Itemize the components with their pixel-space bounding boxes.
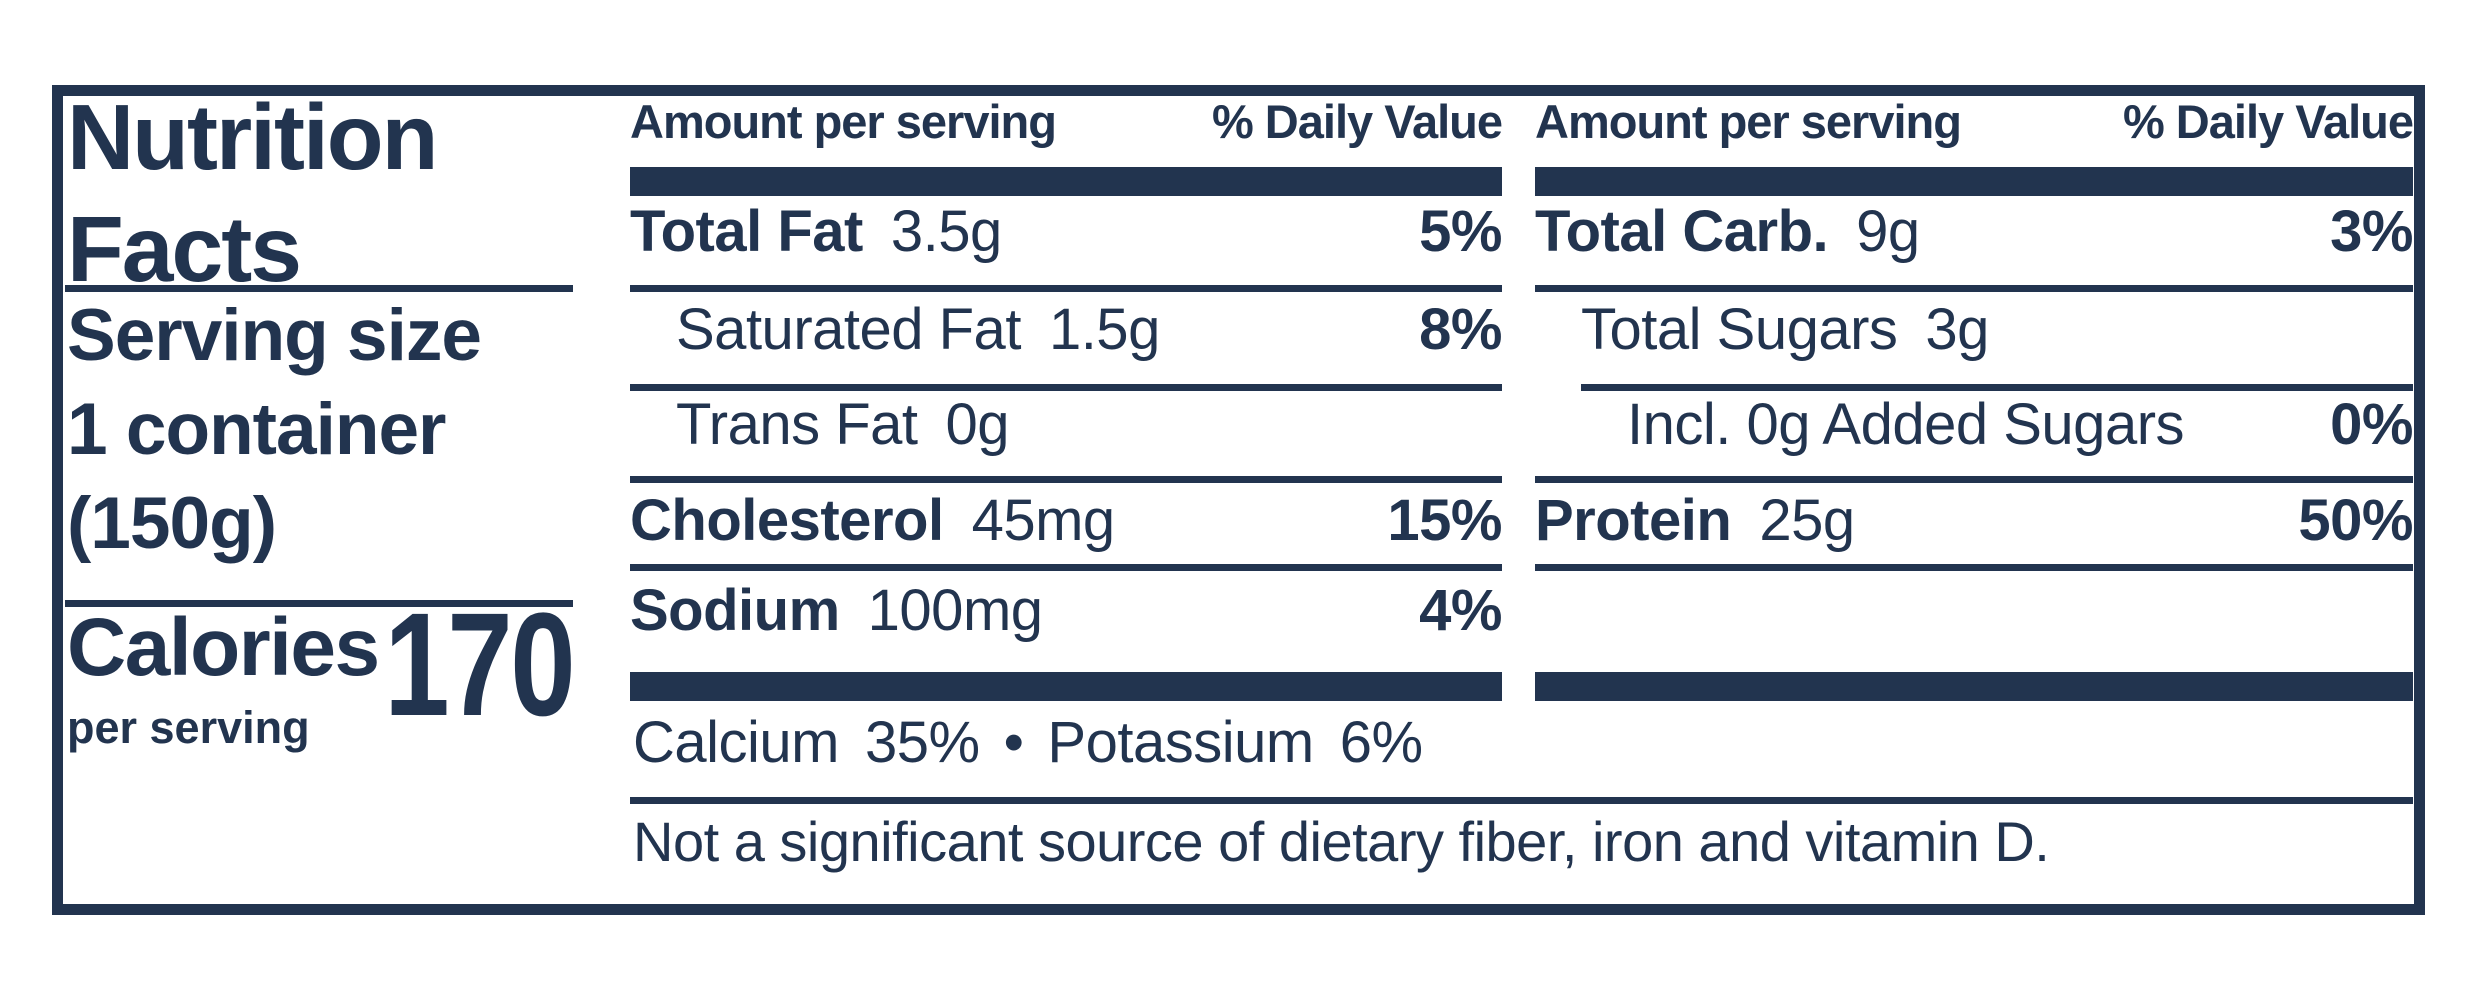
nutrient-daily-value: 0% [2330,392,2413,457]
nutrient-amount: 100mg [867,578,1043,643]
nutrient-name: Total Sugars [1581,297,1898,362]
serving-size-label: Serving size [67,295,482,376]
nutrient-row-cholesterol: Cholesterol 45mg 15% [630,492,1502,550]
section-bar [1535,672,2413,701]
nutrient-daily-value: 5% [1419,199,1502,264]
nutrient-row-protein: Protein 25g 50% [1535,492,2413,550]
footnote-text: Not a significant source of dietary fibe… [633,810,2050,873]
nutrient-amount: 25g [1759,488,1855,553]
nutrient-row-total-sugars: Total Sugars 3g [1535,301,2413,359]
potassium-value: 6% [1339,710,1423,775]
nutrient-daily-value: 3% [2330,199,2413,264]
nutrient-amount: 45mg [971,488,1116,553]
section-bar [630,167,1502,196]
potassium-name: Potassium [1047,710,1314,775]
serving-size-quantity: 1 container [67,389,446,470]
daily-value-header: % Daily Value [2122,95,2414,148]
divider [630,564,1502,571]
divider [630,476,1502,483]
nutrient-row-trans-fat: Trans Fat 0g [630,396,1502,454]
serving-size-weight: (150g) [67,483,277,564]
nutrient-amount: 3.5g [890,199,1002,264]
column-1-header: Amount per serving % Daily Value [630,95,1503,148]
daily-value-header: % Daily Value [1211,95,1503,148]
nutrient-daily-value: 8% [1419,297,1502,362]
nutrient-daily-value: 15% [1387,488,1502,553]
nutrient-amount: 9g [1856,199,1920,264]
nutrient-name: Incl. 0g Added Sugars [1627,392,2185,457]
calcium-name: Calcium [633,710,840,775]
bullet-separator: • [1003,710,1024,775]
divider [1535,476,2413,483]
divider [630,285,1502,292]
section-bar [630,672,1502,701]
nutrient-name: Total Fat [630,199,863,264]
column-2-header: Amount per serving % Daily Value [1535,95,2414,148]
section-bar [1535,167,2413,196]
divider [1535,564,2413,571]
nutrient-daily-value: 50% [2298,488,2413,553]
divider-above-footnote [630,797,2413,804]
nutrient-row-total-fat: Total Fat 3.5g 5% [630,203,1502,261]
divider-indented [1581,384,2413,391]
nutrient-name: Total Carb. [1535,199,1829,264]
nutrient-daily-value: 4% [1419,578,1502,643]
divider [1535,285,2413,292]
label-border-panel: Nutrition Facts Serving size 1 container… [52,85,2425,915]
nutrient-name: Protein [1535,488,1732,553]
divider-under-serving [65,600,573,607]
nutrient-amount: 3g [1925,297,1989,362]
nutrient-amount: 1.5g [1048,297,1160,362]
calcium-value: 35% [865,710,980,775]
nutrient-name: Sodium [630,578,840,643]
calories-value: 170 [383,583,575,747]
nutrient-name: Trans Fat [676,392,918,457]
nutrient-row-saturated-fat: Saturated Fat 1.5g 8% [630,301,1502,359]
serving-size-block: Serving size 1 container (150g) [67,289,482,571]
calories-label: Calories [67,602,380,693]
calories-sublabel: per serving [67,702,310,753]
title-line-2: Facts [67,197,302,301]
divider [630,384,1502,391]
nutrient-row-added-sugars: Incl. 0g Added Sugars 0% [1535,396,2413,454]
nutrient-name: Saturated Fat [676,297,1021,362]
title-line-1: Nutrition [67,85,438,189]
nutrient-column-2: Amount per serving % Daily Value Total C… [1535,95,2414,904]
minerals-row: Calcium 35% • Potassium 6% [633,714,1423,772]
nutrient-amount: 0g [945,392,1010,457]
nutrient-row-total-carb: Total Carb. 9g 3% [1535,203,2413,261]
amount-per-serving-header: Amount per serving [1535,95,1962,148]
info-column: Nutrition Facts Serving size 1 container… [65,85,575,904]
nutrition-facts-title: Nutrition Facts [67,81,438,305]
amount-per-serving-header: Amount per serving [630,95,1057,148]
divider-under-title [65,285,573,292]
nutrient-name: Cholesterol [630,488,944,553]
nutrient-row-sodium: Sodium 100mg 4% [630,582,1502,640]
nutrient-column-1: Amount per serving % Daily Value Total F… [630,95,1503,904]
